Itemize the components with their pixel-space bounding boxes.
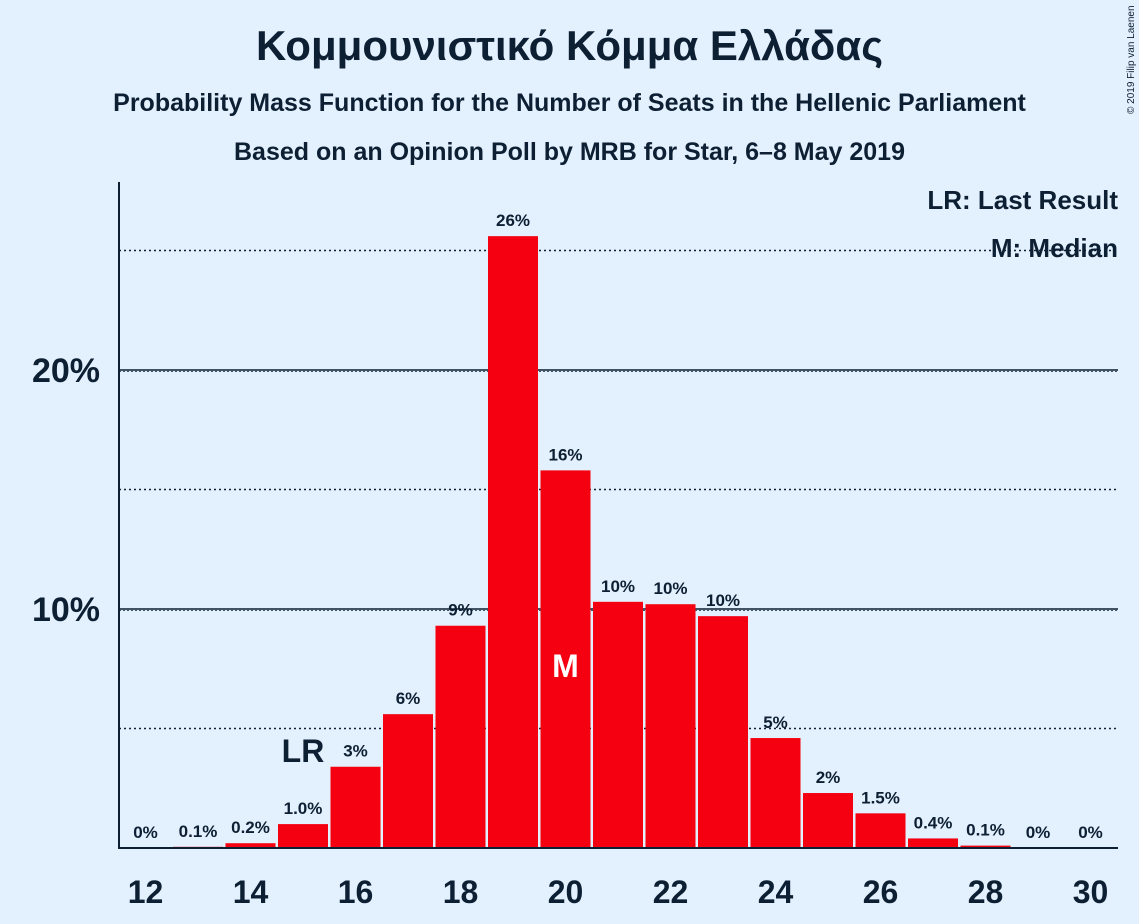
- data-label: 10%: [653, 579, 687, 598]
- data-label: 10%: [601, 577, 635, 596]
- data-label: 0%: [133, 823, 158, 842]
- bar: [698, 616, 748, 848]
- x-tick-label: 26: [863, 874, 899, 910]
- bar: [908, 838, 958, 848]
- x-tick-label: 18: [443, 874, 479, 910]
- bar: [645, 604, 696, 848]
- data-label: 0%: [1078, 823, 1103, 842]
- data-label: 0.1%: [966, 821, 1005, 840]
- data-label: 26%: [496, 211, 530, 230]
- data-label: 1.0%: [284, 799, 323, 818]
- data-label: 1.5%: [861, 788, 900, 807]
- bar: [383, 714, 433, 848]
- chart-subtitle: Probability Mass Function for the Number…: [113, 89, 1026, 117]
- gridlines: [119, 249, 1118, 730]
- bar: [855, 813, 906, 848]
- chart-title: Κομμουνιστικό Κόμμα Ελλάδας: [255, 22, 884, 69]
- y-tick-label: 20%: [32, 352, 100, 390]
- data-label: 16%: [548, 445, 582, 464]
- bar: [960, 845, 1011, 848]
- bar: [225, 843, 276, 848]
- bar: [330, 766, 381, 848]
- bar: [750, 738, 801, 848]
- median-marker: M: [552, 648, 579, 684]
- data-label: 5%: [763, 713, 788, 732]
- axes: 10% 20% 12 14 16 18 20 22 24 26 28 30: [32, 182, 1118, 910]
- data-labels: 0% 0.1% 0.2% 1.0% 3% 6% 9% 26% 16% 10% 10% 10% 5% 2% 1…: [133, 211, 1103, 842]
- markers: LR M: [282, 648, 579, 769]
- bar: [435, 625, 486, 848]
- x-tick-label: 30: [1073, 874, 1109, 910]
- x-tick-label: 20: [548, 874, 584, 910]
- data-label: 0.1%: [179, 822, 218, 841]
- data-label: 0.4%: [914, 813, 953, 832]
- x-tick-label: 16: [338, 874, 374, 910]
- x-tick-label: 24: [758, 874, 794, 910]
- legend-last-result: LR: Last Result: [927, 185, 1118, 215]
- bar: [593, 601, 643, 848]
- data-label: 10%: [706, 591, 740, 610]
- data-label: 9%: [448, 601, 473, 620]
- bar: [540, 470, 591, 848]
- last-result-marker: LR: [282, 733, 325, 769]
- legend-median: M: Median: [991, 233, 1118, 263]
- chart-source: Based on an Opinion Poll by MRB for Star…: [233, 138, 905, 166]
- data-label: 0%: [1026, 823, 1051, 842]
- data-label: 0.2%: [231, 818, 270, 837]
- bar: [803, 793, 853, 848]
- data-label: 2%: [816, 768, 841, 787]
- x-tick-label: 12: [128, 874, 164, 910]
- bars: [173, 236, 1011, 848]
- x-tick-label: 28: [968, 874, 1004, 910]
- bar: [278, 824, 328, 848]
- data-label: 6%: [396, 689, 421, 708]
- y-tick-label: 10%: [32, 591, 100, 629]
- legend: LR: Last Result M: Median: [927, 185, 1118, 263]
- data-label: 3%: [343, 742, 368, 761]
- x-tick-label: 22: [653, 874, 689, 910]
- bar: [488, 236, 538, 848]
- x-tick-label: 14: [233, 874, 269, 910]
